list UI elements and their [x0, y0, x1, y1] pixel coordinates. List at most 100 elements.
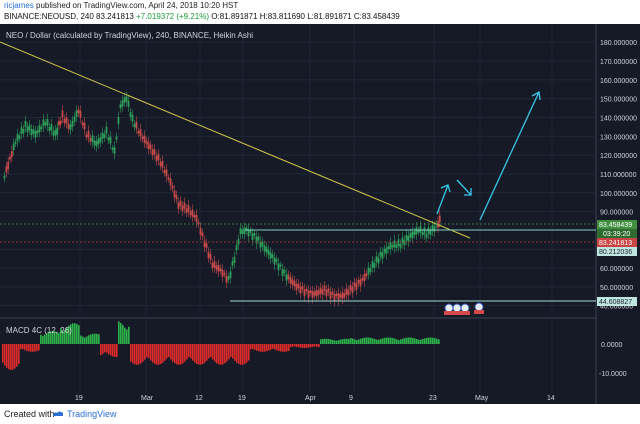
candle-body	[225, 275, 228, 283]
macd-bar	[22, 344, 24, 350]
candle-body	[12, 143, 15, 151]
candle-body	[26, 126, 29, 133]
candle-body	[93, 140, 96, 146]
price-chart[interactable]: NEO / Dollar (calculated by TradingView)…	[0, 24, 640, 404]
event-marker[interactable]	[444, 303, 454, 313]
event-marker[interactable]	[452, 303, 462, 313]
candle-body	[399, 243, 402, 249]
macd-bar	[234, 344, 236, 361]
last-price-text: 83.458439	[599, 222, 632, 229]
event-marker[interactable]	[460, 303, 470, 313]
trendline[interactable]	[0, 41, 471, 239]
candle-body	[81, 122, 84, 126]
candle-body	[147, 142, 150, 149]
candle-body	[213, 261, 216, 268]
candle-body	[189, 211, 192, 215]
candle-body	[425, 234, 428, 238]
macd-bar	[288, 344, 290, 351]
forecast-arrow-3[interactable]	[479, 90, 541, 221]
candle-body	[421, 232, 424, 236]
macd-bar	[348, 338, 350, 344]
macd-bar	[212, 344, 214, 360]
author-link[interactable]: ricjames	[4, 1, 34, 10]
macd-bar	[328, 339, 330, 344]
macd-bar	[438, 339, 440, 344]
macd-bar	[248, 344, 250, 361]
macd-bar	[370, 337, 372, 344]
event-marker[interactable]	[474, 302, 484, 312]
candle-body	[351, 286, 354, 294]
macd-bar	[118, 321, 120, 344]
macd-bar	[286, 344, 288, 352]
forecast-arrow-1[interactable]	[436, 184, 451, 215]
grid	[0, 24, 596, 392]
macd-bar	[322, 338, 324, 344]
candle-body	[121, 100, 124, 107]
macd-bar	[218, 344, 220, 365]
candle-body	[319, 287, 322, 294]
macd-bar	[176, 344, 178, 365]
candle-body	[40, 126, 43, 130]
candle-body	[10, 151, 13, 158]
candle-body	[215, 265, 218, 270]
price-axis[interactable]: 180.000000 170.000000 160.000000 150.000000…	[600, 40, 637, 310]
candle-body	[48, 126, 51, 131]
macd-bar	[340, 339, 342, 344]
tradingview-link[interactable]: TradingView	[67, 409, 117, 419]
candle-body	[289, 277, 292, 284]
macd-bar	[430, 337, 432, 344]
macd-bar	[290, 344, 292, 348]
candle-body	[223, 272, 226, 275]
candle-body	[34, 131, 37, 138]
candle-body	[50, 124, 53, 131]
candle-body	[183, 202, 186, 209]
publish-info: ricjames published on TradingView.com, A…	[4, 1, 238, 10]
candle-body	[327, 288, 330, 293]
macd-bar	[406, 337, 408, 344]
candle-body	[405, 234, 408, 241]
macd-bar	[296, 344, 298, 347]
price-tick: 150.000000	[600, 97, 637, 104]
ohlc-line: BINANCE:NEOUSD, 240 83.241813 +7.019372 …	[4, 12, 400, 21]
macd-bar	[338, 340, 340, 344]
macd-bar	[350, 338, 352, 344]
candle-body	[325, 289, 328, 297]
time-axis[interactable]: 19 Mar 12 19 Apr 9 23 May 14	[75, 395, 555, 402]
candle-body	[337, 293, 340, 301]
macd-bar	[74, 323, 76, 344]
candle-body	[361, 278, 364, 281]
macd-bar	[374, 338, 376, 344]
macd-bar	[116, 344, 118, 357]
chart-area[interactable]: NEO / Dollar (calculated by TradingView)…	[0, 24, 640, 404]
candle-body	[415, 227, 418, 235]
candle-body	[65, 117, 68, 124]
candle-body	[311, 291, 314, 298]
candle-body	[97, 138, 100, 145]
macd-bar	[138, 344, 140, 365]
candle-body	[109, 136, 112, 144]
candle-body	[233, 256, 236, 263]
candle-body	[343, 293, 346, 298]
macd-bar	[368, 337, 370, 344]
macd-bar	[160, 344, 162, 365]
candle-body	[18, 135, 21, 139]
macd-bar	[278, 344, 280, 352]
countdown-text: 03:39:20	[603, 231, 630, 238]
candle-body	[245, 227, 248, 232]
candle-body	[177, 202, 180, 209]
price-tick: 60.000000	[600, 266, 633, 273]
macd-bar	[264, 344, 266, 352]
macd-bar	[54, 331, 56, 344]
candle-body	[271, 254, 274, 259]
macd-bar	[268, 344, 270, 351]
candle-body	[20, 127, 23, 134]
candle-body	[413, 231, 416, 235]
prev-close-tag	[597, 238, 637, 247]
candle-body	[341, 292, 344, 299]
macd-bar	[88, 335, 90, 344]
macd-bar	[246, 344, 248, 363]
forecast-arrow-2[interactable]	[456, 179, 472, 196]
footer: Created with TradingView	[0, 404, 640, 424]
macd-bar	[434, 338, 436, 344]
event-markers[interactable]	[444, 302, 484, 315]
